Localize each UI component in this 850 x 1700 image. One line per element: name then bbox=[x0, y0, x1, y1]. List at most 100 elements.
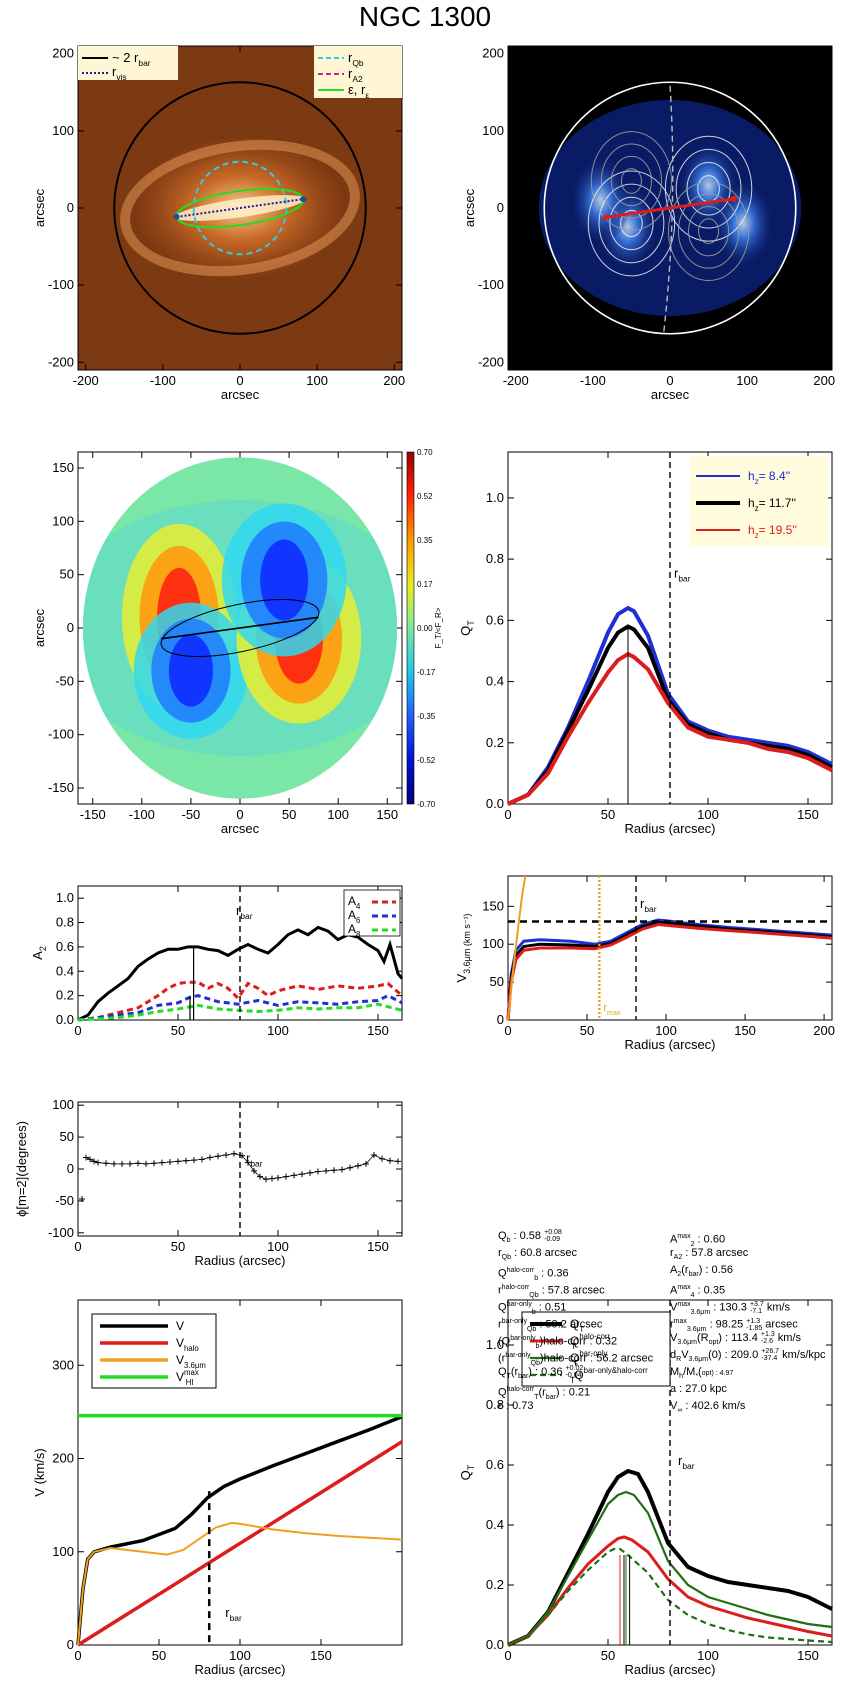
legend-label-ra2: rA2 bbox=[348, 66, 363, 84]
phase-ylabel: ϕ[m=2](degrees) bbox=[14, 1121, 29, 1217]
stats-right-row: Amax4 : 0.35 bbox=[670, 1284, 726, 1299]
a2-ytick-label: 0.0 bbox=[56, 1012, 74, 1027]
colorbar-tick-label: -0.70 bbox=[417, 800, 436, 809]
stats-left-row: ε : 0.73 bbox=[498, 1400, 534, 1412]
a2-rbar-label: rbar bbox=[236, 903, 253, 921]
a2-xtick-label: 50 bbox=[171, 1023, 185, 1038]
phase-xlabel: Radius (arcsec) bbox=[194, 1253, 285, 1268]
colorbar-tick-label: 0.52 bbox=[417, 492, 433, 501]
image-panel-ytick-label: -200 bbox=[48, 354, 74, 369]
stats-left-row: (Qbar-onlyb)halo-corr : 0.32 bbox=[498, 1335, 618, 1350]
heatmap-ytick-label: -150 bbox=[48, 780, 74, 795]
heatmap-ytick-label: -100 bbox=[48, 727, 74, 742]
qt-halo-ytick-label: 0.0 bbox=[486, 1637, 504, 1652]
velocity: 0 50 100 150 0 100 200 300 Radius (arcsec) rbar V … bbox=[32, 1299, 403, 1677]
v36-ytick-label: 100 bbox=[482, 936, 504, 951]
qt-halo-xlabel: Radius (arcsec) bbox=[624, 1662, 715, 1677]
colorbar-tick-label: 0.35 bbox=[417, 536, 433, 545]
v36-xlabel: Radius (arcsec) bbox=[624, 1037, 715, 1052]
image-panel-xlabel: arcsec bbox=[221, 387, 260, 402]
qt-halo-legend-label: Qhalo-corr T bbox=[570, 1332, 611, 1351]
force-lobe bbox=[713, 181, 773, 266]
phase-ytick-label: -50 bbox=[55, 1193, 74, 1208]
v36: 0 50 100 150 200 0 50 100 150 Radius (arcsec) rmax… bbox=[454, 875, 835, 1052]
velocity-legend-label: Vmax HI bbox=[176, 1368, 199, 1387]
force-bar-end bbox=[731, 195, 738, 202]
stats-right-row: V3.6μm(Ropt) : 113.4 +1.3 -2.6 km/s bbox=[670, 1331, 802, 1347]
v36-rbar-label: rbar bbox=[640, 896, 657, 914]
a2-legend-label: A4 bbox=[348, 894, 361, 911]
image-panel-xtick-label: 0 bbox=[236, 373, 243, 388]
phase-line bbox=[85, 1153, 399, 1180]
qt-hz-ytick-label: 0.8 bbox=[486, 551, 504, 566]
qt-hz-series-1 bbox=[507, 624, 833, 806]
heatmap-xtick-label: 50 bbox=[282, 807, 296, 822]
heatmap-ytick-label: 50 bbox=[60, 567, 74, 582]
image-panel-ytick-label: -100 bbox=[48, 277, 74, 292]
qt-halo-legend-label: Qbar-only&halo-corr T bbox=[570, 1366, 648, 1385]
stats-left-row: (rbar-onlyQb)halo-corr : 56.2 arcsec bbox=[498, 1352, 654, 1367]
velocity-series-2 bbox=[77, 1521, 403, 1646]
legend-left-bg bbox=[78, 46, 178, 80]
qt-halo-ylabel: QT bbox=[458, 1464, 476, 1480]
stats-right-row: V∞ : 402.6 km/s bbox=[670, 1400, 746, 1415]
velocity-xtick-label: 150 bbox=[310, 1648, 332, 1663]
colorbar bbox=[406, 451, 415, 805]
stats-left-row: Qhalo-corrb : 0.36 bbox=[498, 1267, 569, 1282]
force-contour-neg bbox=[620, 168, 642, 194]
heatmap-xtick-label: -100 bbox=[129, 807, 155, 822]
qt-hz-rbar-label: rbar bbox=[674, 565, 691, 583]
qt-halo-ytick-label: 0.6 bbox=[486, 1457, 504, 1472]
heatmap-core bbox=[260, 539, 309, 621]
heatmap-ytick-label: 100 bbox=[52, 513, 74, 528]
image-panel-xtick-label: 200 bbox=[383, 373, 405, 388]
qt-halo-ytick-label: 0.4 bbox=[486, 1517, 504, 1532]
v36-ytick-label: 0 bbox=[497, 1012, 504, 1027]
image-panel-xtick-label: -100 bbox=[150, 373, 176, 388]
phase-xtick-label: 50 bbox=[171, 1239, 185, 1254]
force-contour-neg bbox=[688, 205, 730, 257]
qt-halo-ytick-label: 0.2 bbox=[486, 1577, 504, 1592]
velocity-series-0 bbox=[76, 1414, 403, 1646]
velocity-xtick-label: 100 bbox=[229, 1648, 251, 1663]
qt-halo: 0 50 100 150 0.0 0.2 0.4 0.6 0.8 1.0 Radius (arcse… bbox=[458, 1299, 833, 1677]
a2-xtick-label: 0 bbox=[74, 1023, 81, 1038]
heatmap-bar-line bbox=[161, 616, 319, 640]
legend-label-rqb: rQb bbox=[348, 50, 364, 68]
force-panel-xtick-label: -100 bbox=[580, 373, 606, 388]
legend-label-eps: ε, rε bbox=[348, 82, 369, 100]
stats-left-row: rQb : 60.8 arcsec bbox=[498, 1247, 578, 1262]
force-contour bbox=[609, 196, 654, 251]
phase-xtick-label: 0 bbox=[74, 1239, 81, 1254]
qt-halo-rbar-label: rbar bbox=[678, 1453, 695, 1471]
phase-point bbox=[79, 1195, 85, 1202]
force-contour bbox=[587, 170, 676, 277]
force-panel-ylabel: arcsec bbox=[462, 188, 477, 227]
v36-ylabel: V3.6μm (km s⁻¹) bbox=[454, 913, 472, 982]
stats-left-column: Qb : 0.58 +0.08 -0.09 rQb : 60.8 arcsec Qha… bbox=[498, 1228, 653, 1415]
a2-legend-label: A6 bbox=[348, 908, 360, 925]
vis-line bbox=[176, 198, 304, 218]
qt-hz-series-2 bbox=[507, 651, 833, 806]
qt-hz-ytick-label: 0.4 bbox=[486, 674, 504, 689]
a2-ylabel: A2 bbox=[30, 946, 48, 960]
image-panel-xtick-label: 100 bbox=[306, 373, 328, 388]
qt-hz-ytick-label: 0.2 bbox=[486, 735, 504, 750]
qt-hz-ylabel: QT bbox=[458, 620, 476, 636]
force-panel-ytick-label: -200 bbox=[478, 354, 504, 369]
v36-series-0 bbox=[506, 918, 833, 1021]
stats-right-row: dRV3.6μm(0) : 209.0 +26.7 -37.4 km/s/kpc bbox=[670, 1348, 826, 1364]
force-panel-xtick-label: 0 bbox=[666, 373, 673, 388]
a2-series-0 bbox=[77, 925, 404, 1022]
heatmap-ytick-label: 150 bbox=[52, 460, 74, 475]
qt-hz: 0 50 100 150 0.0 0.2 0.4 0.6 0.8 1.0 Radius (arcse… bbox=[458, 451, 833, 836]
colorbar-tick-label: -0.52 bbox=[417, 756, 436, 765]
stats-left-row: Qbar-onlyb : 0.51 bbox=[498, 1301, 567, 1316]
qt-halo-xtick-label: 150 bbox=[797, 1648, 819, 1663]
image-panel: -200 -100 0 100 200 -200 -100 0 100 200 arcsec ~ 2 … bbox=[32, 45, 405, 402]
heatmap-xtick-label: 100 bbox=[327, 807, 349, 822]
stats-right-row: A2(rbar) : 0.56 bbox=[670, 1264, 733, 1279]
cyan-ellipse bbox=[192, 160, 288, 256]
